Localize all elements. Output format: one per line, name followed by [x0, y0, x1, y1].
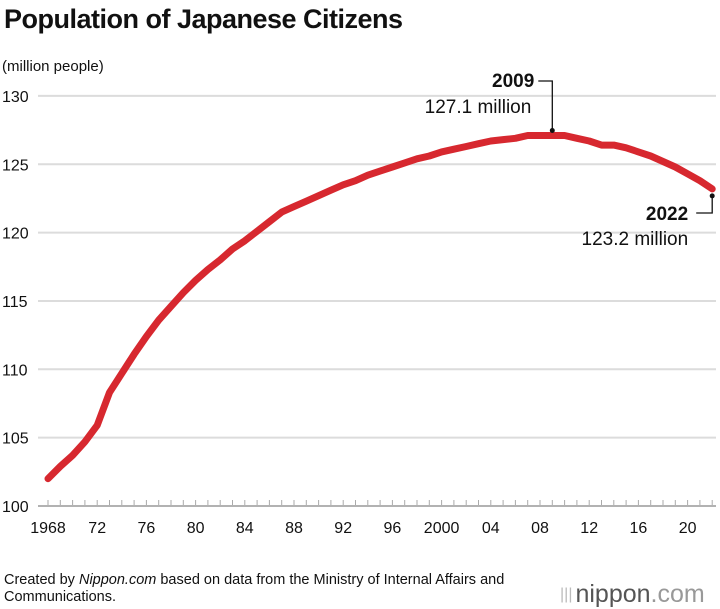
source-name: Nippon.com: [78, 572, 157, 588]
annotation-leader-2009: [538, 80, 553, 131]
y-tick-label: 115: [2, 294, 28, 311]
annotation-value-2009: 127.1 million: [425, 97, 532, 118]
y-tick-label: 120: [2, 226, 29, 243]
annotation-year-2009: 2009: [492, 71, 534, 92]
annotation-year-2022: 2022: [646, 204, 688, 225]
source-suffix: based on data from the Ministry of Inter…: [4, 572, 505, 605]
y-tick-label: 105: [2, 431, 29, 448]
x-tick-label: 96: [384, 520, 402, 537]
population-line: [44, 132, 716, 483]
chart-title: Population of Japanese Citizens: [4, 4, 403, 34]
x-tick-label: 84: [236, 520, 254, 537]
x-tick-label: 08: [531, 520, 549, 537]
x-tick-label: 88: [285, 520, 303, 537]
source-note: Created by Nippon.com based on data from…: [4, 572, 564, 606]
x-tick-label: 80: [187, 520, 205, 537]
nippon-logo: ||| nippon.com: [560, 580, 705, 608]
logo-bars-icon: |||: [560, 586, 573, 604]
x-tick-label: 92: [334, 520, 352, 537]
x-tick-label: 12: [580, 520, 598, 537]
x-tick-label: 16: [630, 520, 648, 537]
y-tick-label: 130: [2, 89, 29, 106]
x-tick-label: 72: [88, 520, 106, 537]
annotation-leader-2022: [696, 195, 713, 214]
x-tick-label: 20: [679, 520, 697, 537]
x-tick-label: 1968: [30, 520, 66, 537]
x-tick-label: 76: [138, 520, 156, 537]
y-axis-label: (million people): [2, 58, 104, 75]
y-tick-label: 110: [2, 362, 28, 379]
y-tick-label: 100: [2, 499, 29, 516]
source-prefix: Created by: [4, 572, 79, 588]
y-tick-label: 125: [2, 157, 29, 174]
annotation-value-2022: 123.2 million: [582, 229, 689, 250]
x-tick-label: 04: [482, 520, 500, 537]
x-tick-label: 2000: [424, 520, 460, 537]
